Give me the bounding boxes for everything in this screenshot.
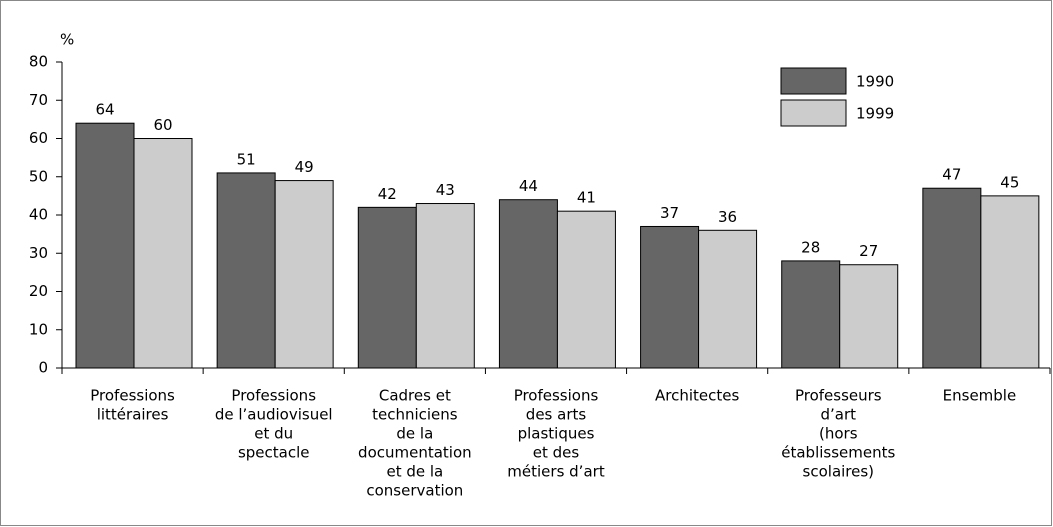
x-tick-label: et de la (386, 463, 443, 481)
value-label: 37 (660, 204, 679, 222)
bar (781, 260, 841, 369)
y-tick-label: 10 (29, 320, 48, 338)
bar (839, 264, 899, 369)
bar (357, 206, 417, 369)
x-tick-label: Cadres et (379, 387, 451, 405)
value-label: 28 (801, 238, 820, 256)
bar (698, 229, 758, 369)
value-label: 43 (436, 181, 455, 199)
value-label: 64 (95, 101, 114, 119)
bar (415, 203, 475, 369)
x-tick-label: documentation (358, 444, 472, 462)
bar (922, 187, 982, 369)
bar (640, 225, 700, 369)
bar (556, 210, 616, 369)
x-tick-label: Professions (231, 387, 316, 405)
x-tick-label: (hors (819, 425, 858, 443)
bar (75, 122, 135, 369)
y-tick-label: 40 (29, 206, 48, 224)
bar (133, 138, 193, 369)
x-tick-label: Professeurs (795, 387, 882, 405)
x-tick-label: de l’audiovisuel (215, 406, 333, 424)
y-tick-label: 0 (38, 359, 48, 377)
y-tick-label: 50 (29, 167, 48, 185)
y-axis-label: % (60, 31, 74, 49)
x-tick-label: métiers d’art (507, 463, 605, 481)
x-tick-label: établissements (781, 444, 895, 462)
x-tick-label: spectacle (238, 444, 310, 462)
bar (980, 195, 1040, 369)
bar (274, 180, 334, 369)
value-label: 45 (1000, 173, 1019, 191)
bar (216, 172, 276, 369)
value-label: 41 (577, 189, 596, 207)
legend-label: 1990 (856, 73, 894, 91)
y-tick-label: 70 (29, 91, 48, 109)
y-tick-label: 20 (29, 282, 48, 300)
x-tick-label: conservation (366, 482, 463, 500)
bar (498, 199, 558, 369)
value-label: 47 (942, 166, 961, 184)
x-tick-label: de la (396, 425, 433, 443)
x-tick-label: littéraires (97, 406, 169, 424)
value-label: 60 (153, 116, 172, 134)
x-tick-label: des arts (526, 406, 587, 424)
x-tick-label: d’art (821, 406, 857, 424)
legend-swatch (780, 99, 847, 127)
y-tick-label: 80 (29, 53, 48, 71)
x-tick-label: plastiques (518, 425, 595, 443)
x-tick-label: scolaires) (803, 463, 875, 481)
x-tick-label: techniciens (372, 406, 458, 424)
x-tick-label: Architectes (655, 387, 739, 405)
value-label: 44 (519, 177, 538, 195)
x-tick-label: Professions (90, 387, 175, 405)
x-tick-label: Professions (514, 387, 599, 405)
y-tick-label: 60 (29, 129, 48, 147)
value-label: 27 (859, 242, 878, 260)
value-label: 51 (237, 150, 256, 168)
y-tick-label: 30 (29, 244, 48, 262)
value-label: 36 (718, 208, 737, 226)
value-label: 42 (378, 185, 397, 203)
value-label: 49 (295, 158, 314, 176)
legend-label: 1999 (856, 105, 894, 123)
x-tick-label: Ensemble (943, 387, 1017, 405)
x-tick-label: et des (533, 444, 580, 462)
x-tick-label: et du (254, 425, 293, 443)
legend-swatch (780, 67, 847, 95)
